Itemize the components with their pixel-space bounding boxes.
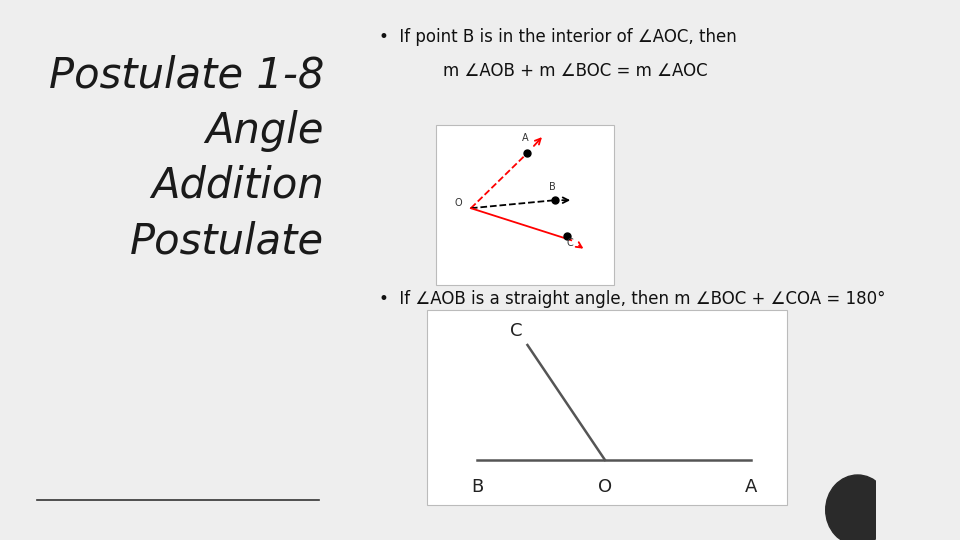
- Text: m ∠AOB + m ∠BOC = m ∠AOC: m ∠AOB + m ∠BOC = m ∠AOC: [443, 62, 708, 80]
- Text: B: B: [549, 182, 556, 192]
- Text: O: O: [454, 198, 462, 208]
- Text: •  If point B is in the interior of ∠AOC, then: • If point B is in the interior of ∠AOC,…: [379, 28, 736, 46]
- Text: C: C: [511, 322, 523, 340]
- Text: Addition: Addition: [152, 165, 324, 207]
- Text: A: A: [745, 478, 757, 496]
- Text: B: B: [471, 478, 484, 496]
- Text: Postulate: Postulate: [130, 220, 324, 262]
- Text: Postulate 1-8: Postulate 1-8: [49, 55, 324, 97]
- Text: C: C: [566, 238, 573, 248]
- Text: A: A: [522, 133, 529, 143]
- Circle shape: [826, 475, 890, 540]
- Text: Angle: Angle: [205, 110, 324, 152]
- FancyBboxPatch shape: [427, 310, 787, 505]
- FancyBboxPatch shape: [436, 125, 614, 285]
- Text: •  If ∠AOB is a straight angle, then m ∠BOC + ∠COA = 180°: • If ∠AOB is a straight angle, then m ∠B…: [379, 290, 885, 308]
- Text: O: O: [598, 478, 612, 496]
